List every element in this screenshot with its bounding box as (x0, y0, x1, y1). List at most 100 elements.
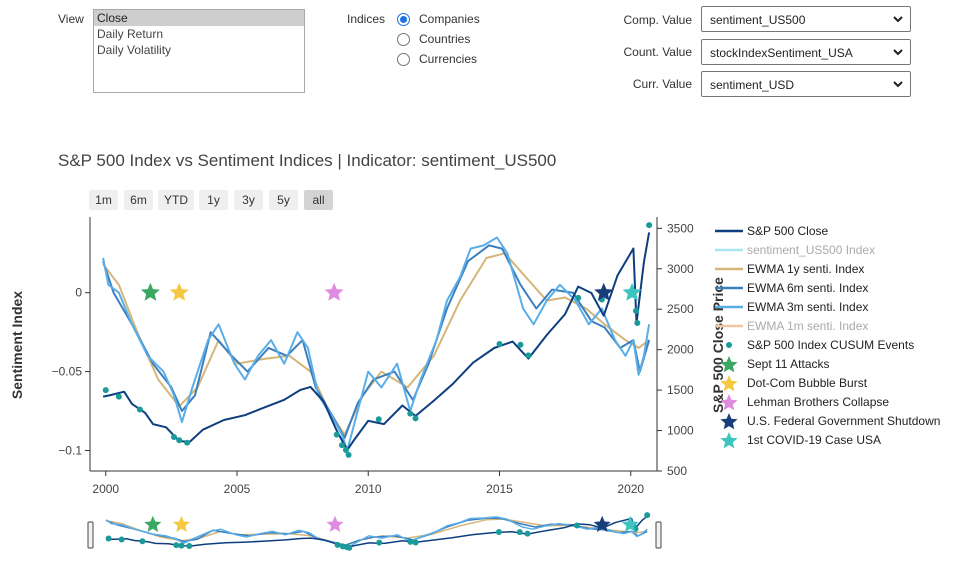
y2-axis-label: S&P 500 Close Price (710, 277, 726, 413)
count-value-label: Count. Value (623, 45, 693, 59)
legend-item-ewma-6m-senti-index[interactable]: EWMA 6m senti. Index (715, 279, 868, 297)
radio-button-currencies[interactable] (397, 52, 410, 66)
radio-countries[interactable]: Countries (397, 30, 470, 48)
cusum-event-marker (102, 387, 109, 394)
event-star-u-s-federal-government-shutdown (594, 282, 614, 301)
cusum-event-marker (633, 307, 639, 314)
legend-item-sentiment-us500-index[interactable]: sentiment_US500 Index (715, 241, 875, 259)
cusum-event-marker (346, 544, 353, 551)
legend-item-sept-11-attacks[interactable]: Sept 11 Attacks (715, 355, 830, 373)
legend-item-ewma-3m-senti-index[interactable]: EWMA 3m senti. Index (715, 298, 868, 316)
radio-label-companies: Companies (419, 12, 480, 26)
y2-tick-label: 3500 (667, 221, 694, 235)
chevron-down-icon (893, 16, 903, 23)
legend-item-lehman-brothers-collapse[interactable]: Lehman Brothers Collapse (715, 393, 889, 411)
cusum-event-marker (334, 541, 341, 548)
radio-companies[interactable]: Companies (397, 10, 480, 28)
curr-value-select[interactable]: sentiment_USD (701, 71, 911, 97)
cusum-event-marker (644, 512, 651, 519)
range-button-1y[interactable]: 1y (199, 190, 228, 210)
event-star-1st-covid-19-case-usa (622, 282, 642, 301)
view-option-daily-volatility[interactable]: Daily Volatility (97, 43, 172, 57)
view-listbox[interactable]: Close Daily Return Daily Volatility (93, 9, 305, 93)
y-axis-label: Sentiment Index (9, 291, 25, 399)
legend-label: Sept 11 Attacks (747, 357, 830, 371)
range-button-3y[interactable]: 3y (234, 190, 263, 210)
cusum-event-marker (173, 542, 180, 549)
legend-label: Lehman Brothers Collapse (747, 395, 890, 409)
legend-item-s-p-500-close[interactable]: S&P 500 Close (715, 222, 828, 240)
cusum-event-marker (524, 530, 531, 537)
cusum-event-marker (412, 415, 419, 422)
cusum-event-marker (186, 542, 193, 549)
y-tick-label: −0.05 (52, 365, 83, 379)
cusum-event-marker (407, 538, 414, 545)
legend-symbol (726, 342, 732, 348)
cusum-event-marker (516, 529, 523, 536)
cusum-event-marker (575, 294, 582, 301)
legend-symbol (715, 248, 743, 252)
range-slider-right-handle[interactable] (655, 521, 662, 549)
indices-label: Indices (347, 12, 386, 26)
cusum-event-marker (517, 341, 524, 348)
y2-tick-label: 500 (667, 464, 687, 478)
legend-label: EWMA 1m senti. Index (747, 319, 869, 333)
legend-item-ewma-1m-senti-index[interactable]: EWMA 1m senti. Index (715, 317, 868, 335)
range-button-1m[interactable]: 1m (89, 190, 118, 210)
radio-button-companies[interactable] (397, 12, 410, 26)
comp-value-selected: sentiment_US500 (710, 13, 806, 27)
legend-label: sentiment_US500 Index (747, 243, 876, 257)
legend-symbol (720, 375, 738, 392)
range-slider-background[interactable] (93, 514, 655, 550)
cusum-event-marker (375, 416, 382, 423)
cusum-event-marker (412, 539, 419, 546)
legend-item-ewma-1y-senti-index[interactable]: EWMA 1y senti. Index (715, 260, 864, 278)
cusum-event-marker (345, 451, 352, 458)
cusum-event-marker (176, 437, 183, 444)
range-button-ytd[interactable]: YTD (158, 190, 194, 210)
range-button-5y[interactable]: 5y (269, 190, 298, 210)
range-slider-left-handle[interactable] (87, 521, 94, 549)
series-line-ewma-3m-senti-index (102, 236, 651, 452)
chart-title: S&P 500 Index vs Sentiment Indices | Ind… (58, 151, 557, 170)
comp-value-label: Comp. Value (623, 13, 692, 27)
count-value-select[interactable]: stockIndexSentiment_USA (701, 39, 911, 65)
cusum-event-marker (339, 442, 345, 449)
legend-item-1st-covid-19-case-usa[interactable]: 1st COVID-19 Case USA (715, 431, 881, 449)
range-button-all[interactable]: all (304, 190, 333, 210)
legend-symbol (720, 413, 738, 430)
cusum-event-marker (118, 536, 125, 543)
y2-tick-label: 2500 (667, 302, 694, 316)
legend-item-s-p-500-index-cusum-events[interactable]: S&P 500 Index CUSUM Events (715, 336, 914, 354)
cusum-event-marker (573, 522, 580, 529)
cusum-event-marker (139, 538, 146, 545)
y2-tick-label: 1000 (667, 424, 694, 438)
series-line-s-p-500-close (102, 232, 651, 451)
radio-button-countries[interactable] (397, 32, 410, 46)
x-tick-label: 2010 (355, 482, 382, 496)
x-tick-label: 2005 (224, 482, 251, 496)
event-star-sept-11-attacks (144, 515, 162, 532)
cusum-event-marker (333, 431, 340, 438)
cusum-event-marker (525, 352, 532, 359)
comp-value-select[interactable]: sentiment_US500 (701, 6, 911, 32)
legend-label: Dot-Com Bubble Burst (747, 376, 868, 390)
view-option-close[interactable]: Close (94, 10, 304, 26)
legend-item-dot-com-bubble-burst[interactable]: Dot-Com Bubble Burst (715, 374, 867, 392)
radio-label-currencies: Currencies (419, 52, 478, 66)
range-button-6m[interactable]: 6m (124, 190, 153, 210)
legend-item-u-s-federal-government-shutdown[interactable]: U.S. Federal Government Shutdown (715, 412, 940, 430)
view-option-daily-return[interactable]: Daily Return (97, 27, 164, 41)
event-star-lehman-brothers-collapse (326, 515, 344, 532)
count-value-selected: stockIndexSentiment_USA (710, 46, 853, 60)
cusum-event-marker (171, 434, 177, 441)
y2-tick-label: 1500 (667, 383, 694, 397)
cusum-event-marker (376, 539, 383, 546)
legend-symbol (715, 267, 743, 271)
view-label: View (58, 12, 84, 26)
cusum-event-marker (105, 535, 112, 542)
y2-tick-label: 3000 (667, 262, 694, 276)
radio-currencies[interactable]: Currencies (397, 50, 477, 68)
legend-label: U.S. Federal Government Shutdown (747, 414, 941, 428)
